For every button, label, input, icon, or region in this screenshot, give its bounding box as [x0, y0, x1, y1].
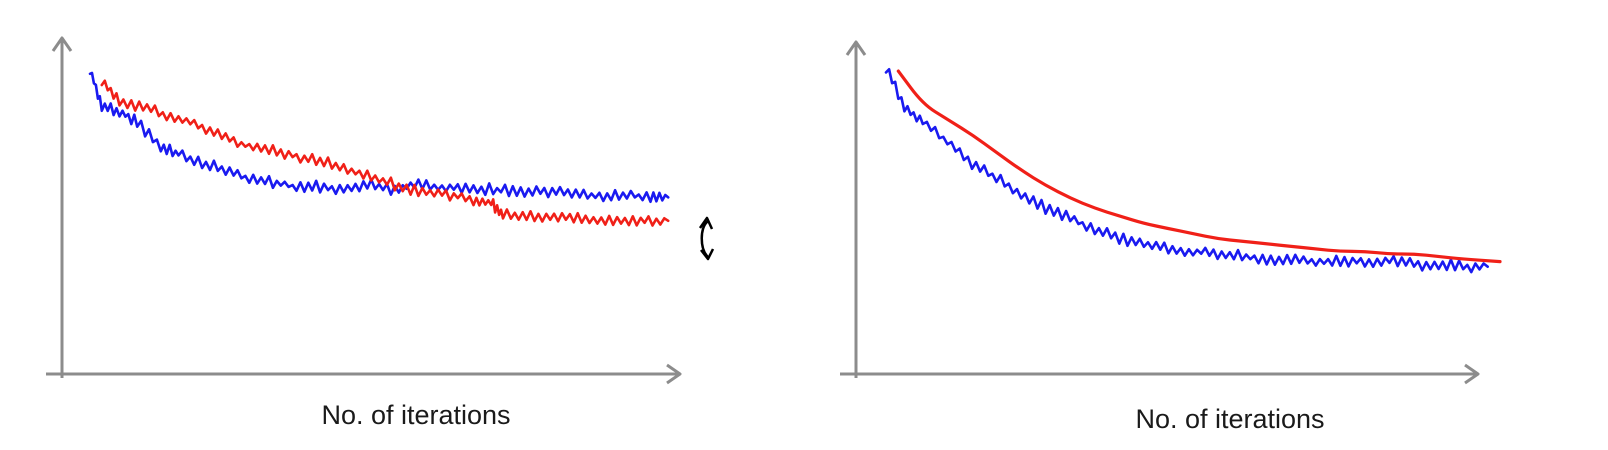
chart-left [46, 36, 715, 385]
x-axis-label-right: No. of iterations [1135, 404, 1325, 434]
series-line-blue [884, 68, 1489, 274]
series-line-red [896, 69, 1502, 264]
y-axis-arrowhead [51, 36, 73, 52]
x-axis-arrowhead [666, 363, 682, 385]
y-axis-arrowhead [845, 40, 867, 56]
gap-double-arrow-annotation [698, 216, 715, 261]
chart-right [840, 40, 1502, 385]
series-line-blue [88, 71, 670, 204]
x-axis-label-left: No. of iterations [321, 400, 511, 430]
x-axis-arrowhead [1464, 363, 1480, 385]
series-line-red [100, 79, 670, 227]
